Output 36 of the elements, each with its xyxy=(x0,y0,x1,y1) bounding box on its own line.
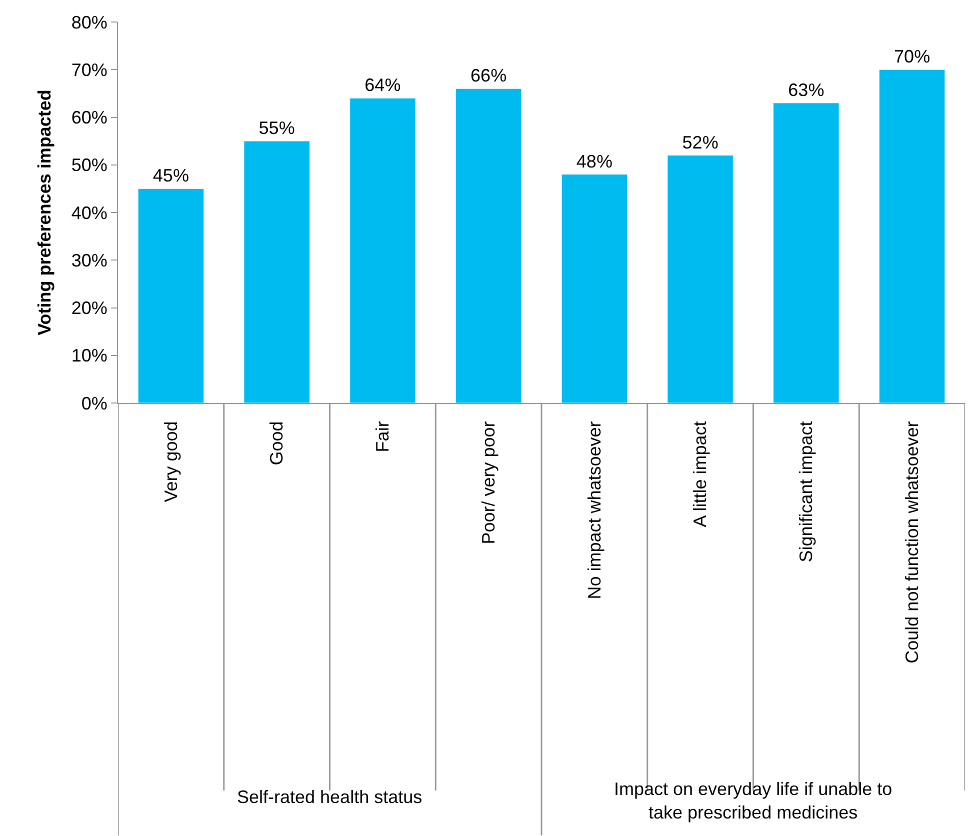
data-label: 55% xyxy=(258,118,295,138)
text: Impact on everyday life if unable to take prescribed medicines xyxy=(614,779,892,822)
bar xyxy=(878,69,946,403)
bar xyxy=(773,102,840,403)
data-label: 48% xyxy=(576,151,612,172)
x-tick-label: Significant impact xyxy=(796,421,816,562)
x-tick-label: No impact whatsoever xyxy=(584,421,604,600)
bar xyxy=(138,188,204,403)
bar xyxy=(561,174,628,403)
data-label: 64% xyxy=(364,75,401,96)
bar xyxy=(455,88,522,403)
x-tick-label: A little impact xyxy=(690,421,710,528)
x-tick-label: Very good xyxy=(160,421,181,502)
y-tick-label: 80% xyxy=(71,12,108,32)
text: Self-rated health status xyxy=(237,787,422,807)
data-label: 52% xyxy=(682,132,718,152)
y-tick-label: 70% xyxy=(71,60,108,80)
data-label: 70% xyxy=(894,46,930,67)
bar xyxy=(667,155,734,403)
y-tick-label: 20% xyxy=(71,298,108,318)
x-tick-label: Could not function whatsoever xyxy=(902,421,922,664)
x-tick-label: Good xyxy=(266,421,287,466)
y-tick-label: 0% xyxy=(81,393,108,414)
x-tick-label: Fair xyxy=(372,421,393,452)
data-label: 45% xyxy=(152,166,189,186)
y-tick-label: 40% xyxy=(71,202,108,223)
x-tick-label: Poor/ very poor xyxy=(478,421,498,544)
y-tick-label: 50% xyxy=(71,155,108,176)
y-tick-label: 60% xyxy=(71,108,108,128)
bar xyxy=(244,140,310,403)
y-axis-title: Voting preferences impacted xyxy=(34,90,55,336)
bar xyxy=(350,98,416,403)
y-tick-label: 10% xyxy=(71,346,108,366)
data-label: 66% xyxy=(470,66,507,86)
y-tick-label: 30% xyxy=(71,250,108,270)
data-label: 63% xyxy=(788,80,824,100)
